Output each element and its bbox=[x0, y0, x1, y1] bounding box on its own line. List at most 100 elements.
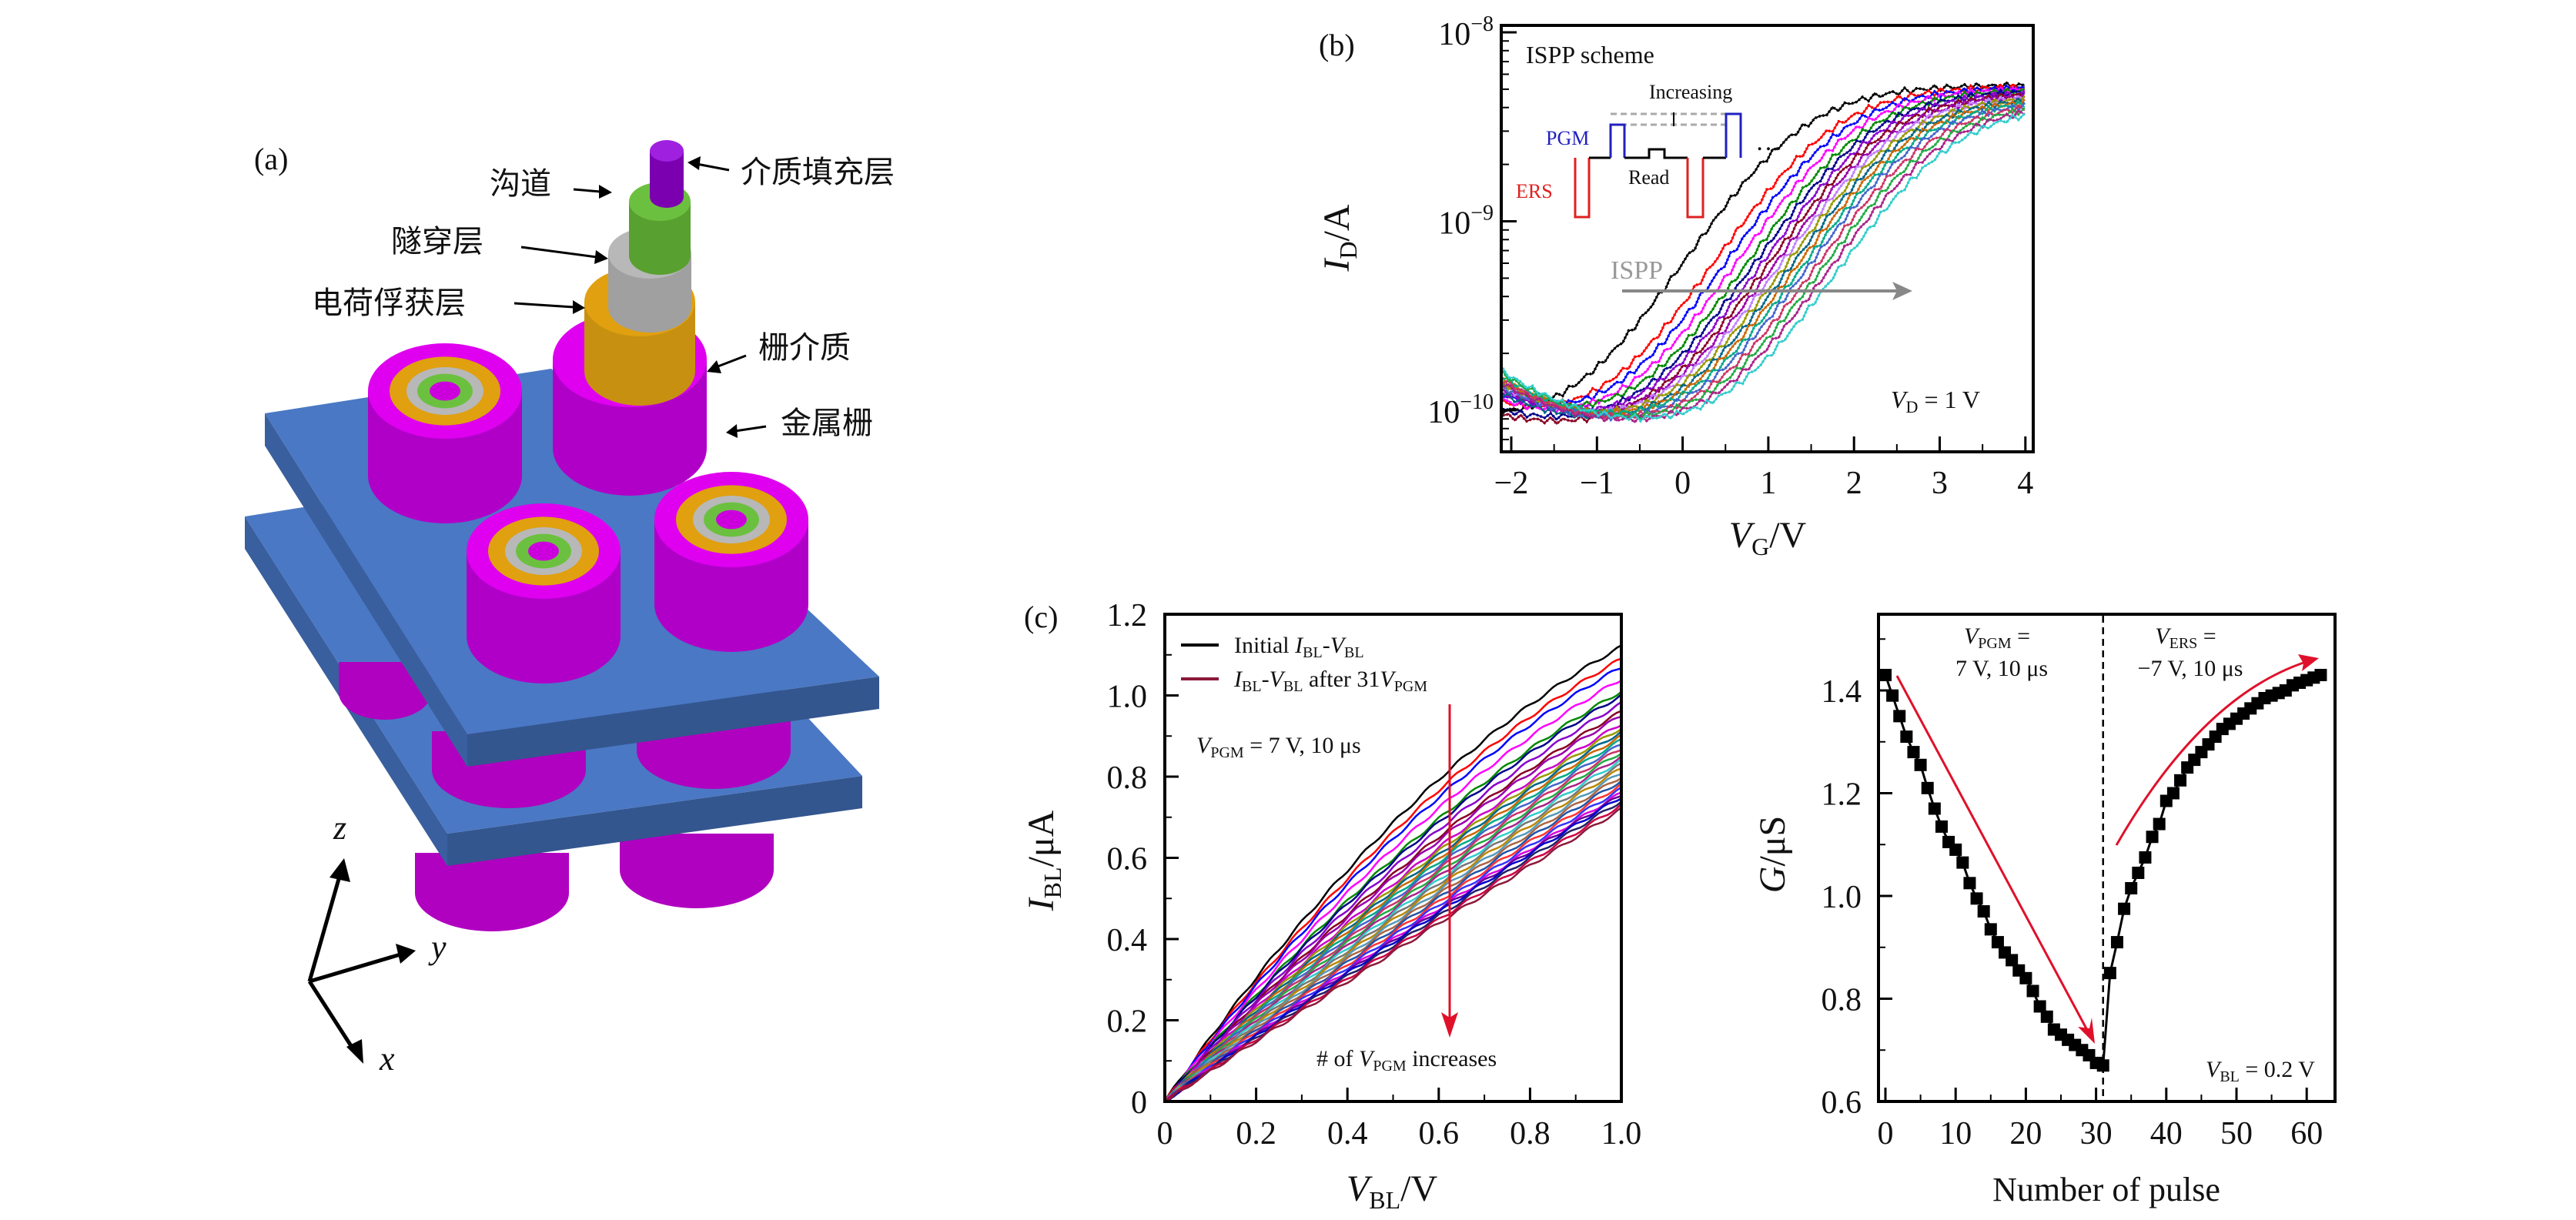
data-point bbox=[2166, 787, 2180, 800]
x-tick-label: 4 bbox=[2017, 466, 2033, 501]
data-point bbox=[2040, 1010, 2053, 1023]
y-axis-title: ID/A bbox=[1316, 204, 1362, 272]
coordinate-axes bbox=[307, 858, 416, 1064]
data-point bbox=[1914, 758, 1927, 771]
ispp-scheme-title: ISPP scheme bbox=[1526, 41, 1654, 69]
iv-curve bbox=[1165, 710, 1621, 1101]
data-point bbox=[1977, 905, 1990, 918]
x-axis-title: VG/V bbox=[1729, 515, 1807, 560]
data-point bbox=[2103, 967, 2116, 980]
channel-layer-side bbox=[629, 202, 691, 275]
iv-curve bbox=[1165, 791, 1621, 1101]
read-label: Read bbox=[1628, 166, 1669, 189]
data-point bbox=[2146, 831, 2159, 844]
legend: Initial IBL-VBL IBL-VBL after 31VPGM bbox=[1181, 633, 1427, 695]
x-axis-label: x bbox=[379, 1040, 395, 1078]
x-tick-label: −2 bbox=[1494, 466, 1529, 501]
x-axis-title: VBL/V bbox=[1347, 1168, 1438, 1214]
x-tick-label: 0 bbox=[1878, 1116, 1894, 1151]
y-tick-label: 0.4 bbox=[1107, 923, 1148, 958]
iv-curve bbox=[1165, 744, 1621, 1101]
data-point bbox=[1879, 668, 1892, 681]
x-tick-label: 60 bbox=[2290, 1116, 2323, 1151]
y-tick-label: 0.8 bbox=[1107, 760, 1148, 796]
iv-curve bbox=[1165, 807, 1621, 1101]
iv-curve bbox=[1165, 700, 1621, 1101]
label-gate-dielectric: 栅介质 bbox=[758, 330, 851, 366]
transfer-curve-line bbox=[1502, 100, 2026, 417]
data-point bbox=[1935, 820, 1948, 833]
data-point bbox=[2110, 936, 2123, 949]
pgm-annotation: VPGM = bbox=[1964, 623, 2030, 652]
data-point bbox=[1984, 923, 1997, 936]
pgm-annotation-value: 7 V, 10 μs bbox=[1955, 656, 2048, 681]
data-point bbox=[2139, 851, 2152, 864]
ispp-arrow bbox=[1622, 282, 1912, 300]
panel-c-iv-curves: (c) 0 0.2 0.4 0.6 0.8 1.000.20.40.60.81.01.2 … bbox=[1021, 598, 1641, 1214]
iv-curve bbox=[1165, 738, 1621, 1101]
ers-annotation-value: −7 V, 10 μs bbox=[2138, 656, 2243, 681]
conductance-series bbox=[1879, 668, 2327, 1072]
data-point bbox=[2314, 668, 2327, 681]
label-channel: 沟道 bbox=[490, 166, 551, 202]
x-axis-title: Number of pulse bbox=[1992, 1171, 2220, 1208]
y-tick-label: 10−9 bbox=[1438, 202, 1494, 242]
arrow-annotation: # of VPGM increases bbox=[1316, 1046, 1497, 1075]
transfer-curve-series bbox=[1501, 80, 2026, 426]
data-point bbox=[1886, 689, 1899, 702]
y-axis-label: y bbox=[428, 928, 447, 966]
data-point bbox=[2153, 817, 2166, 831]
transfer-curve-line bbox=[1502, 104, 2026, 420]
pillar-ring bbox=[716, 510, 747, 530]
x-tick-label: 0.2 bbox=[1236, 1116, 1276, 1151]
panel-b-label: (b) bbox=[1319, 28, 1355, 62]
label-dielectric-filler: 介质填充层 bbox=[741, 155, 895, 190]
legend-label-after: IBL-VBL after 31VPGM bbox=[1233, 667, 1427, 695]
x-tick-label: 30 bbox=[2080, 1116, 2113, 1151]
y-tick-label: 0.2 bbox=[1107, 1004, 1148, 1040]
iv-curve bbox=[1165, 667, 1621, 1101]
axis-ticks: 0 10 20 30 40 50 60 0.6 0.8 1.0 1.2 1.4 bbox=[1822, 638, 2323, 1151]
pillar-ring bbox=[528, 541, 559, 561]
panel-a-device-schematic: (a) z y x bbox=[245, 140, 895, 1078]
pgm-label: PGM bbox=[1546, 127, 1589, 149]
iv-curve bbox=[1165, 767, 1621, 1101]
transfer-curve-line bbox=[1502, 109, 2026, 423]
iv-curve bbox=[1165, 757, 1621, 1101]
panel-c-label: (c) bbox=[1024, 600, 1058, 634]
iv-curve bbox=[1165, 786, 1621, 1101]
transfer-curve bbox=[1501, 112, 2026, 423]
data-point bbox=[1928, 802, 1941, 815]
data-point bbox=[2006, 954, 2019, 967]
x-tick-label: 0.6 bbox=[1419, 1116, 1460, 1151]
transfer-curve-line bbox=[1502, 92, 2026, 425]
iv-curve bbox=[1165, 782, 1621, 1101]
x-tick-label: 2 bbox=[1846, 466, 1862, 501]
y-tick-label: 10−8 bbox=[1438, 12, 1494, 52]
transfer-curve-line bbox=[1502, 81, 2025, 414]
x-tick-label: 0 bbox=[1674, 466, 1691, 501]
dielectric-filler-top bbox=[650, 140, 684, 162]
ers-label: ERS bbox=[1516, 180, 1553, 202]
x-tick-label: 20 bbox=[2009, 1116, 2042, 1151]
data-point bbox=[2026, 984, 2039, 998]
y-tick-label: 0.6 bbox=[1107, 842, 1148, 877]
decrease-arrow bbox=[1441, 704, 1458, 1038]
panel-b-transfer-curves: (b) −2 −1 0 1 2 3 4 10−8 10−9 10−10 ISPP scheme I… bbox=[1316, 12, 2035, 560]
plot-frame bbox=[1877, 613, 2337, 1103]
iv-curve bbox=[1165, 803, 1621, 1101]
label-charge-trap-layer: 电荷俘获层 bbox=[312, 286, 466, 321]
iv-curve bbox=[1165, 644, 1621, 1101]
iv-curve bbox=[1165, 680, 1621, 1101]
iv-curve bbox=[1165, 694, 1621, 1101]
data-point bbox=[1893, 710, 1906, 723]
x-tick-label: 50 bbox=[2220, 1116, 2253, 1151]
transfer-curve-line bbox=[1502, 88, 2026, 409]
y-tick-label: 1.2 bbox=[1107, 598, 1148, 633]
x-tick-label: 0.4 bbox=[1327, 1116, 1368, 1151]
ispp-pulse-scheme bbox=[1574, 112, 1742, 219]
y-axis-title: IBL/μA bbox=[1021, 810, 1066, 911]
data-point bbox=[1970, 892, 1983, 905]
label-tunnel-layer: 隧穿层 bbox=[391, 224, 483, 259]
data-point bbox=[1900, 730, 1913, 744]
